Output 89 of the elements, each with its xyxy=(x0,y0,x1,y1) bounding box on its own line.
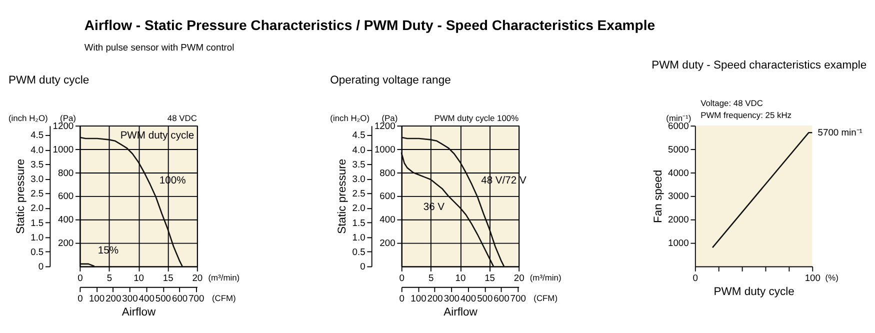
x2-axis-title: Airflow xyxy=(122,306,157,319)
y-tick-label: 400 xyxy=(58,214,74,225)
text: PWM duty cycle 100% xyxy=(434,112,520,123)
x2-tick-label: 500 xyxy=(477,293,493,304)
y2-tick-label: 4.0 xyxy=(30,144,44,155)
x2-axis-title: Airflow xyxy=(444,306,478,319)
chart-title: Operating voltage range xyxy=(330,74,451,86)
text: With pulse sensor with PWM control xyxy=(84,42,234,53)
y2-tick-label: 0 xyxy=(360,262,366,272)
y-tick-label: 200 xyxy=(58,238,74,248)
y-tick-label: 600 xyxy=(380,191,396,202)
x-axis-title: PWM duty cycle xyxy=(714,286,794,298)
x2-tick-label: 400 xyxy=(138,293,154,304)
x-tick-label: 0 xyxy=(399,272,404,283)
y-tick-label: 4000 xyxy=(668,168,689,178)
y-tick-label: 800 xyxy=(380,168,396,178)
x2-tick-label: 0 xyxy=(399,293,404,304)
y2-tick-label: 1.5 xyxy=(30,218,44,228)
y2-tick-label: 3.0 xyxy=(352,174,366,184)
y-tick-label: 200 xyxy=(380,238,396,248)
text: Voltage: 48 VDC xyxy=(700,98,763,108)
x-tick-label: 10 xyxy=(455,272,466,283)
x2-tick-label: 200 xyxy=(427,293,443,304)
y-tick-label: 3000 xyxy=(668,191,689,202)
x-tick-label: 20 xyxy=(514,272,524,283)
y-tick-label: 1000 xyxy=(374,144,396,154)
y-tick-label: 2000 xyxy=(668,214,689,225)
x2-tick-label: 700 xyxy=(510,293,526,304)
y2-axis-title: Static pressure xyxy=(336,158,349,234)
x-tick-label: 15 xyxy=(484,272,495,283)
y-tick-label: 600 xyxy=(58,191,74,202)
y2-tick-label: 1.5 xyxy=(352,218,366,228)
chart-title: PWM duty cycle xyxy=(8,74,90,86)
y-tick-label: 1000 xyxy=(668,238,689,248)
y-axis-title: (Pa) xyxy=(60,112,76,123)
y2-tick-label: 3.0 xyxy=(30,174,44,184)
y2-tick-label: 4.5 xyxy=(30,130,44,140)
y-tick-label: 5000 xyxy=(668,144,689,154)
text: 48 VDC xyxy=(167,112,197,123)
x-axis-title: (m³/min) xyxy=(208,272,240,282)
x-tick-label: 10 xyxy=(134,272,144,283)
x2-tick-label: 500 xyxy=(155,293,172,304)
y2-tick-label: 3.5 xyxy=(30,159,44,170)
y2-axis-title: Static pressure xyxy=(15,158,28,234)
x2-tick-label: 0 xyxy=(78,293,83,304)
y2-tick-label: 3.5 xyxy=(352,159,366,170)
y2-tick-label: 0.5 xyxy=(30,246,44,257)
x-tick-label: 20 xyxy=(192,272,203,283)
y2-tick-label: 4.0 xyxy=(352,144,366,155)
text: Airflow - Static Pressure Characteristics / PWM Duty - Speed Characteristics Example xyxy=(84,16,656,33)
chart-title: PWM duty - Speed characteristics example xyxy=(652,59,867,72)
y2-tick-label: 4.5 xyxy=(352,130,366,140)
x2-tick-label: 300 xyxy=(444,293,460,304)
x2-tick-label: 600 xyxy=(494,293,510,304)
y2-tick-label: 0 xyxy=(38,262,44,272)
x-tick-label: 5 xyxy=(428,272,434,283)
y2-tick-label: 2.0 xyxy=(30,203,44,214)
y2-tick-label: 2.0 xyxy=(352,203,366,214)
text: (inch H₂O) xyxy=(8,112,48,123)
text: PWM frequency: 25 kHz xyxy=(700,110,792,120)
x-tick-label: 15 xyxy=(162,272,174,283)
y-tick-label: 800 xyxy=(58,168,74,178)
y2-tick-label: 2.5 xyxy=(30,188,44,199)
y-tick-label: 400 xyxy=(380,214,396,225)
y-tick-label: 1000 xyxy=(52,144,74,154)
text: (CFM) xyxy=(534,292,558,303)
x-tick-label: 100 xyxy=(804,272,820,283)
y2-tick-label: 1.0 xyxy=(30,232,44,242)
x2-tick-label: 100 xyxy=(410,293,426,304)
x2-tick-label: 300 xyxy=(122,293,138,304)
x-tick-label: 0 xyxy=(692,272,698,283)
x-tick-label: 0 xyxy=(78,272,83,283)
x-axis-title: (m³/min) xyxy=(530,272,562,282)
text: (%) xyxy=(825,272,839,282)
x2-tick-label: 200 xyxy=(106,293,122,304)
x2-tick-label: 100 xyxy=(88,293,105,304)
x2-tick-label: 600 xyxy=(172,293,188,304)
x2-tick-label: 700 xyxy=(188,293,204,304)
x-tick-label: 5 xyxy=(106,272,112,283)
text: (min⁻¹) xyxy=(666,112,692,123)
y2-tick-label: 0.5 xyxy=(352,246,366,257)
y-axis-title: (Pa) xyxy=(382,112,398,123)
text: (CFM) xyxy=(212,292,236,303)
annotation: 5700 min⁻¹ xyxy=(818,127,862,138)
x2-tick-label: 400 xyxy=(460,293,476,304)
text: (inch H₂O) xyxy=(330,112,370,123)
y2-tick-label: 1.0 xyxy=(352,232,366,242)
y2-tick-label: 2.5 xyxy=(352,188,366,199)
y-axis-title: Fan speed xyxy=(652,170,664,224)
